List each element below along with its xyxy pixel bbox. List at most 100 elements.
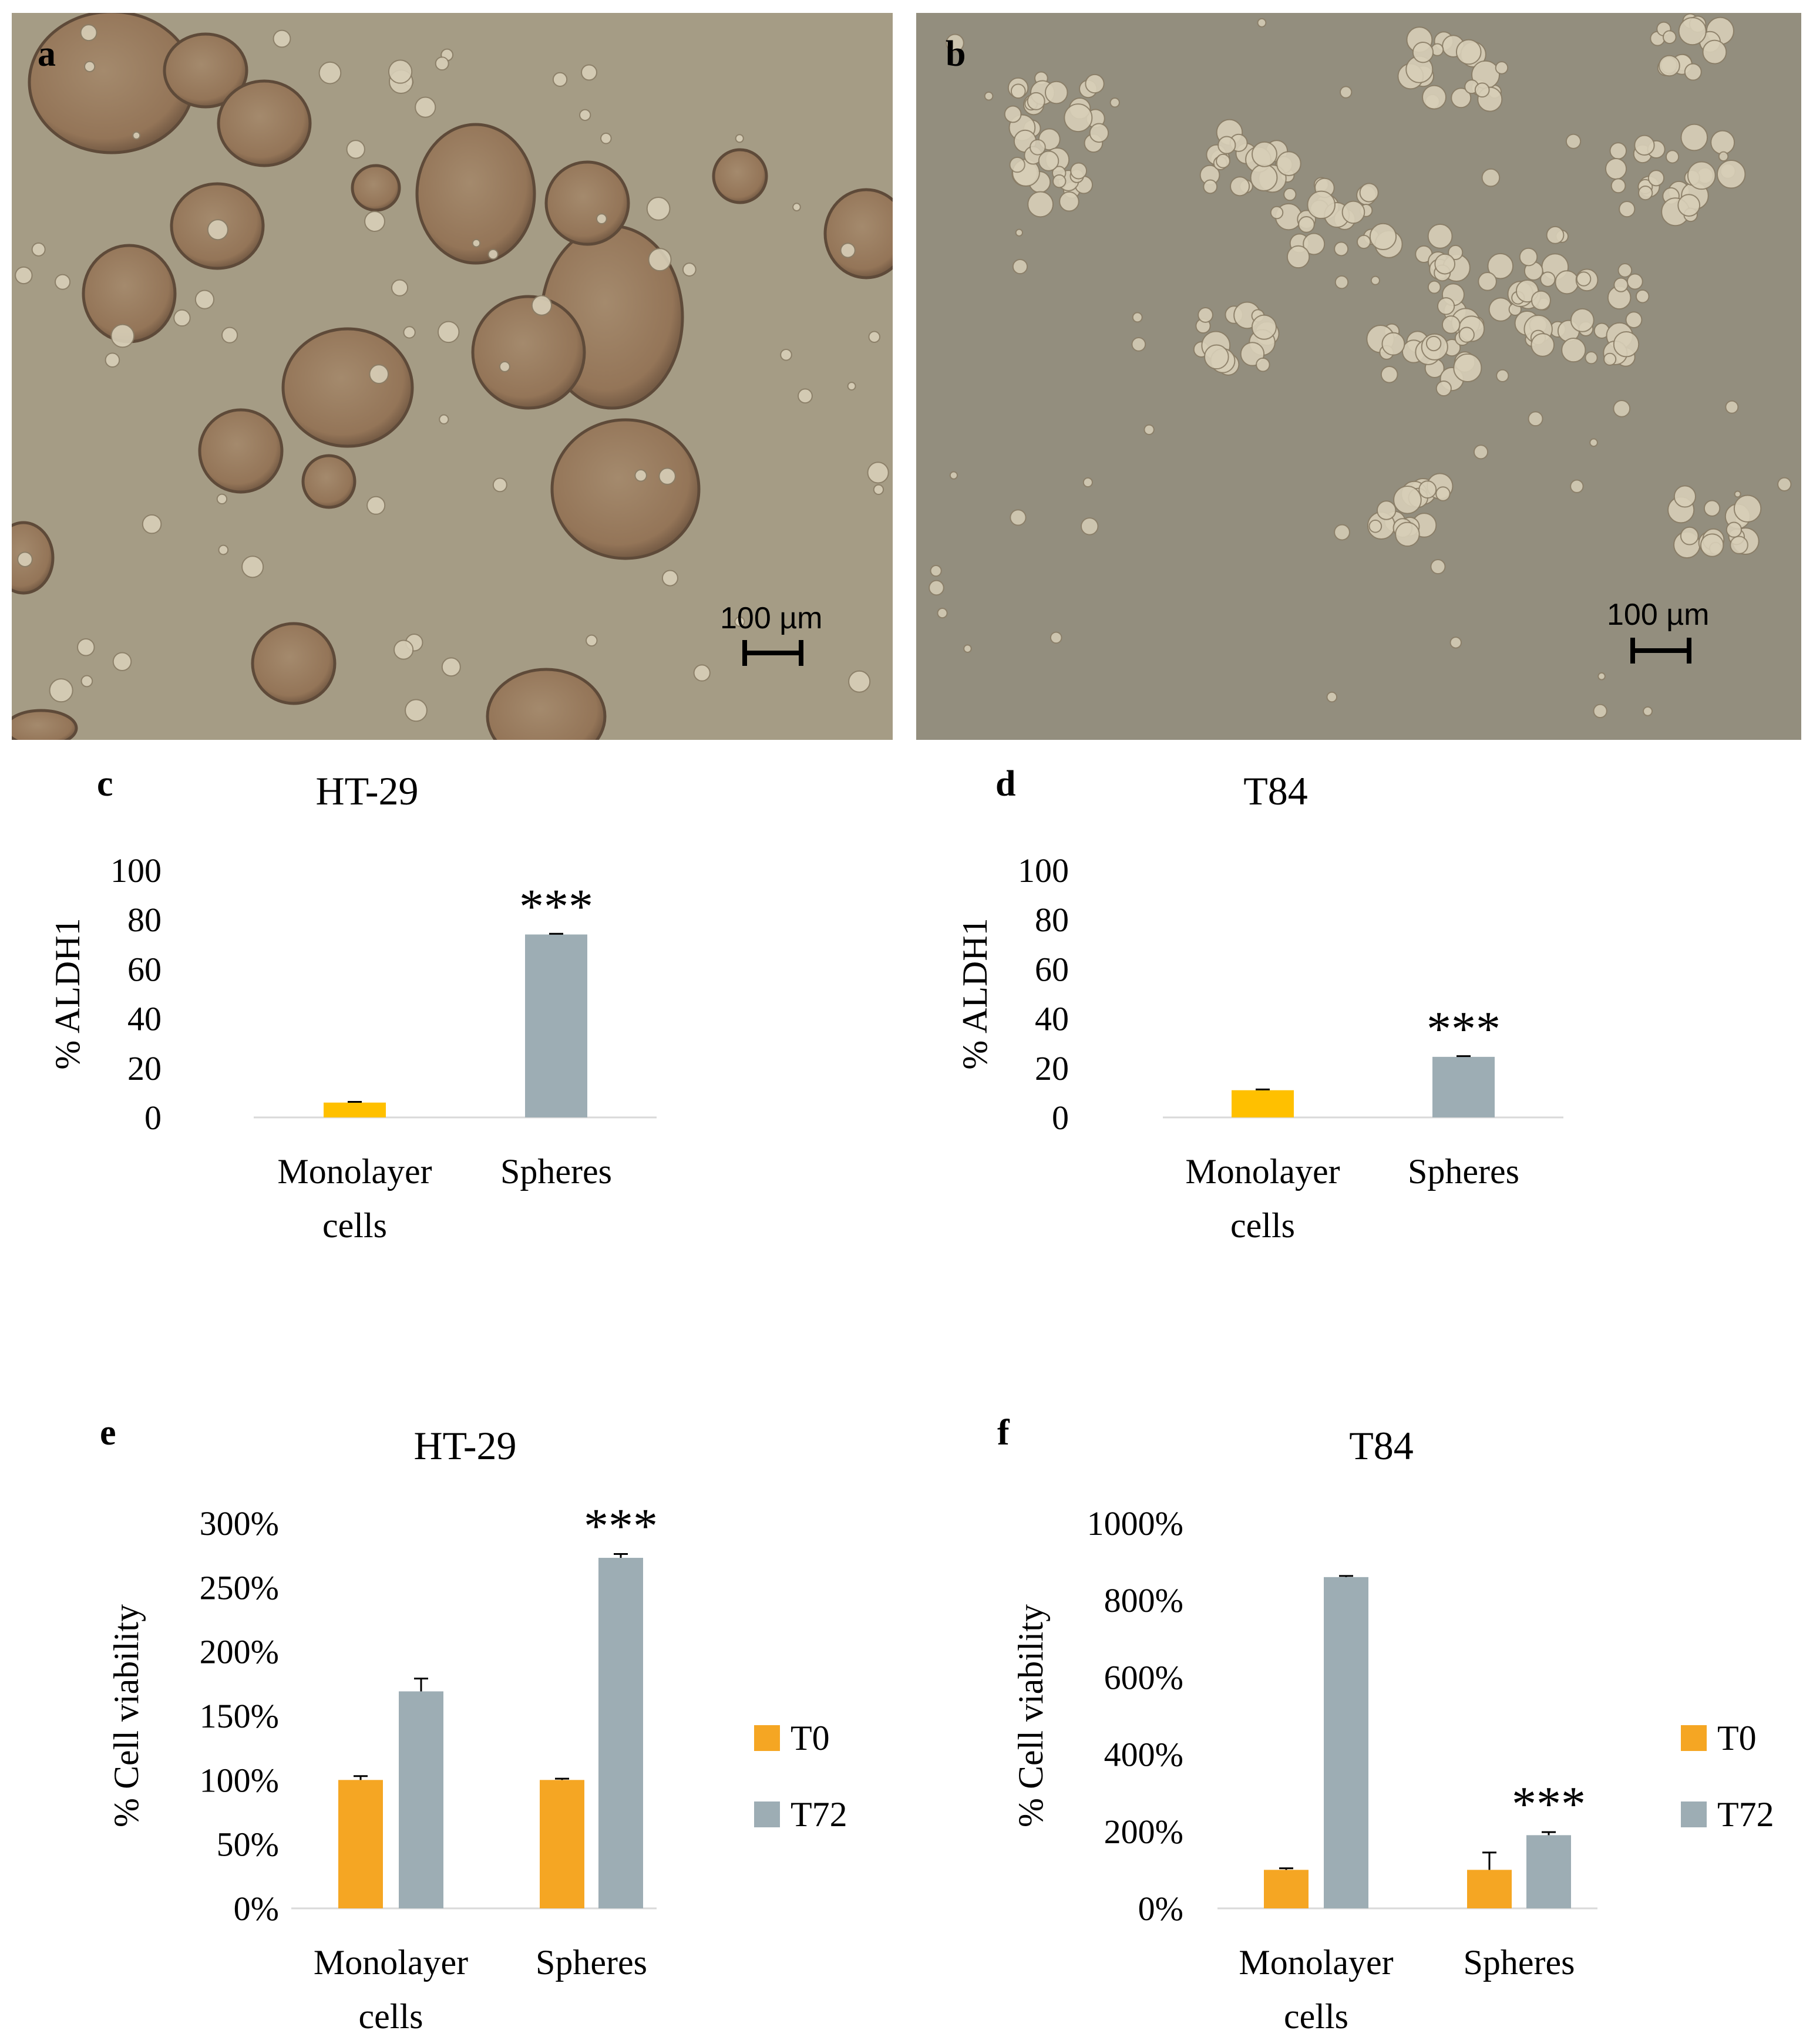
cell-a-44: [132, 131, 141, 140]
cell-b-15: [1339, 86, 1353, 99]
cluster-13-cell: [1659, 55, 1680, 77]
cell-a-63: [661, 570, 678, 587]
cell-b-4: [1326, 691, 1338, 703]
cluster-12-cell: [1474, 82, 1490, 98]
cell-b-29: [1725, 400, 1739, 414]
cell-b-8: [963, 644, 972, 653]
cell-a-34: [415, 96, 436, 118]
cluster-1-cell: [1044, 80, 1068, 105]
cluster-8-cell: [1418, 480, 1437, 499]
bar-monolayer: [1232, 1090, 1294, 1117]
cluster-2-cell: [1027, 191, 1054, 218]
cell-a-23: [403, 326, 416, 339]
sphere-18: [12, 709, 78, 740]
cell-a-17: [531, 295, 553, 316]
cluster-10-cell: [1725, 521, 1743, 538]
cell-a-15: [80, 675, 93, 688]
cluster-10-cell: [1673, 485, 1697, 508]
cell-a-6: [216, 493, 228, 505]
cluster-6-cell: [1531, 290, 1551, 311]
cluster-10-cell: [1700, 533, 1724, 557]
cell-a-13: [487, 248, 499, 260]
cell-a-9: [110, 324, 135, 348]
cell-a-42: [435, 56, 449, 71]
cell-b-11: [1029, 139, 1046, 156]
panel-letter-f: f: [997, 1413, 1010, 1453]
cluster-12-cell: [1455, 39, 1482, 65]
cell-a-66: [873, 484, 884, 495]
y-tick-label: 40: [1035, 1000, 1069, 1038]
cell-b-2: [1643, 706, 1653, 716]
bar-monolayer: [324, 1102, 386, 1117]
cell-b-36: [1589, 438, 1598, 447]
sphere-12: [301, 454, 356, 509]
legend-label-t72: T72: [791, 1795, 847, 1834]
cluster-7-cell: [1381, 332, 1405, 356]
panel-letter-c: c: [97, 764, 113, 804]
chart-c: c HT-29 0 20 40 60 80 100 % ALDH1 Monolayer cells S…: [48, 764, 657, 1245]
cell-a-60: [867, 462, 889, 484]
cell-a-53: [391, 279, 409, 297]
cluster-9-cell: [1634, 134, 1655, 156]
cluster-13-cell: [1662, 30, 1677, 45]
sphere-6: [415, 123, 536, 265]
cluster-11-cell: [1203, 344, 1229, 370]
cell-a-28: [31, 242, 46, 257]
cluster-6-cell: [1613, 331, 1640, 358]
cluster-4-cell: [1369, 223, 1397, 251]
cell-a-56: [441, 657, 461, 677]
bar-t72-monolayer: [399, 1691, 443, 1908]
cluster-9-cell: [1687, 161, 1716, 190]
cell-a-29: [194, 289, 215, 309]
cell-a-49: [634, 469, 647, 482]
cluster-8-cell: [1368, 519, 1383, 533]
y-tick-label: 100%: [200, 1761, 279, 1799]
legend-label-t72: T72: [1717, 1795, 1774, 1834]
cluster-9-cell: [1609, 142, 1627, 160]
cell-a-27: [658, 467, 676, 485]
cell-b-35: [937, 607, 948, 619]
cluster-6-cell: [1540, 271, 1556, 287]
cell-b-26: [1109, 97, 1120, 108]
cell-b-44: [1473, 445, 1489, 460]
y-tick-label: 250%: [200, 1568, 279, 1607]
cell-b-45: [1012, 258, 1028, 275]
cell-a-62: [492, 477, 507, 493]
cluster-9-cell: [1677, 194, 1701, 217]
cell-a-37: [586, 634, 598, 647]
sphere-13: [823, 188, 893, 280]
legend-swatch-t0: [754, 1725, 780, 1751]
y-tick-label: 0%: [1138, 1890, 1183, 1928]
cluster-12-cell: [1451, 87, 1472, 109]
cluster-10-cell: [1680, 526, 1699, 545]
bar-spheres: [525, 934, 587, 1117]
cluster-5-cell: [1434, 253, 1456, 275]
cluster-2-cell: [1052, 174, 1067, 188]
cell-a-48: [648, 248, 672, 272]
cell-a-8: [49, 678, 73, 703]
y-tick-label: 1000%: [1087, 1504, 1183, 1543]
cell-a-25: [241, 555, 264, 578]
cell-b-20: [1131, 336, 1146, 352]
legend-swatch-t0: [1681, 1725, 1707, 1751]
cell-a-5: [581, 64, 597, 81]
cluster-6-cell: [1531, 333, 1555, 357]
cell-b-24: [929, 580, 944, 596]
cluster-7-cell: [1380, 365, 1398, 383]
chart-d: d T84 0 20 40 60 80 100 % ALDH1 Monolayer cells Sph…: [956, 764, 1563, 1245]
chart-e: e HT-29 0% 50% 100% 150% 200% 250% 300% % Cell vi…: [100, 1413, 847, 2036]
cluster-6-cell: [1570, 308, 1595, 332]
cell-a-12: [868, 331, 880, 343]
cell-a-35: [792, 203, 801, 211]
y-tick-label: 800%: [1104, 1581, 1183, 1619]
cell-a-20: [366, 496, 386, 515]
bar-t0-spheres: [540, 1780, 584, 1908]
cluster-5-cell: [1427, 280, 1441, 294]
cluster-2-cell: [1059, 191, 1079, 212]
cluster-4-cell: [1356, 234, 1371, 250]
cluster-4-cell: [1359, 183, 1379, 203]
chart-title: T84: [1243, 769, 1308, 813]
cluster-3-cell: [1217, 136, 1236, 154]
cell-b-23: [1565, 133, 1582, 149]
sphere-20: [351, 164, 401, 212]
